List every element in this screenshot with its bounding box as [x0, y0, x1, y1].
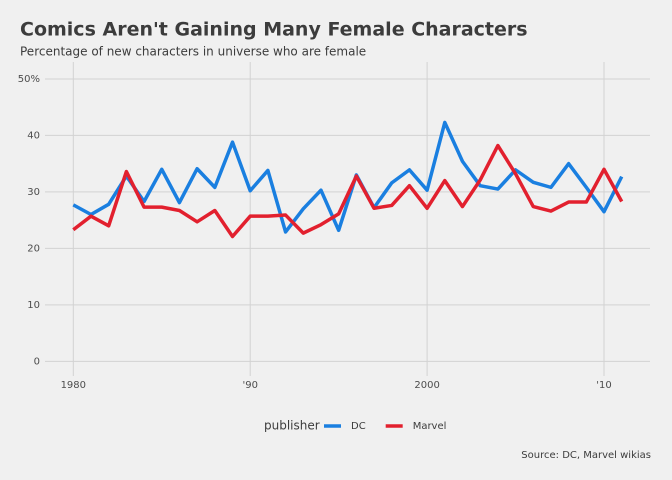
- plot: [72, 120, 624, 239]
- x-tick-label: '10: [596, 380, 611, 391]
- x-tick-label: 1980: [61, 380, 86, 391]
- legend: publisher DC Marvel: [264, 419, 446, 433]
- y-tick-label: 40: [27, 130, 40, 141]
- x-tick-label: 2000: [414, 380, 439, 391]
- series-line: [72, 143, 624, 239]
- y-tick-label: 20: [27, 243, 40, 254]
- series-line: [72, 120, 624, 234]
- y-tick-label: 30: [27, 187, 40, 198]
- chart-title: Comics Aren't Gaining Many Female Charac…: [20, 19, 528, 41]
- legend-label: DC: [351, 421, 366, 432]
- grid: 0 10 20 30 40 50% 1980 '90 2000 '10: [18, 62, 650, 391]
- chart-subtitle: Percentage of new characters in universe…: [20, 45, 366, 59]
- caption: Source: DC, Marvel wikias: [521, 450, 651, 461]
- legend-title: publisher: [264, 419, 320, 433]
- legend-label: Marvel: [413, 421, 447, 432]
- y-tick-label: 0: [34, 356, 40, 367]
- y-tick-label: 50%: [18, 74, 40, 85]
- x-tick-label: '90: [242, 380, 257, 391]
- y-tick-label: 10: [27, 300, 40, 311]
